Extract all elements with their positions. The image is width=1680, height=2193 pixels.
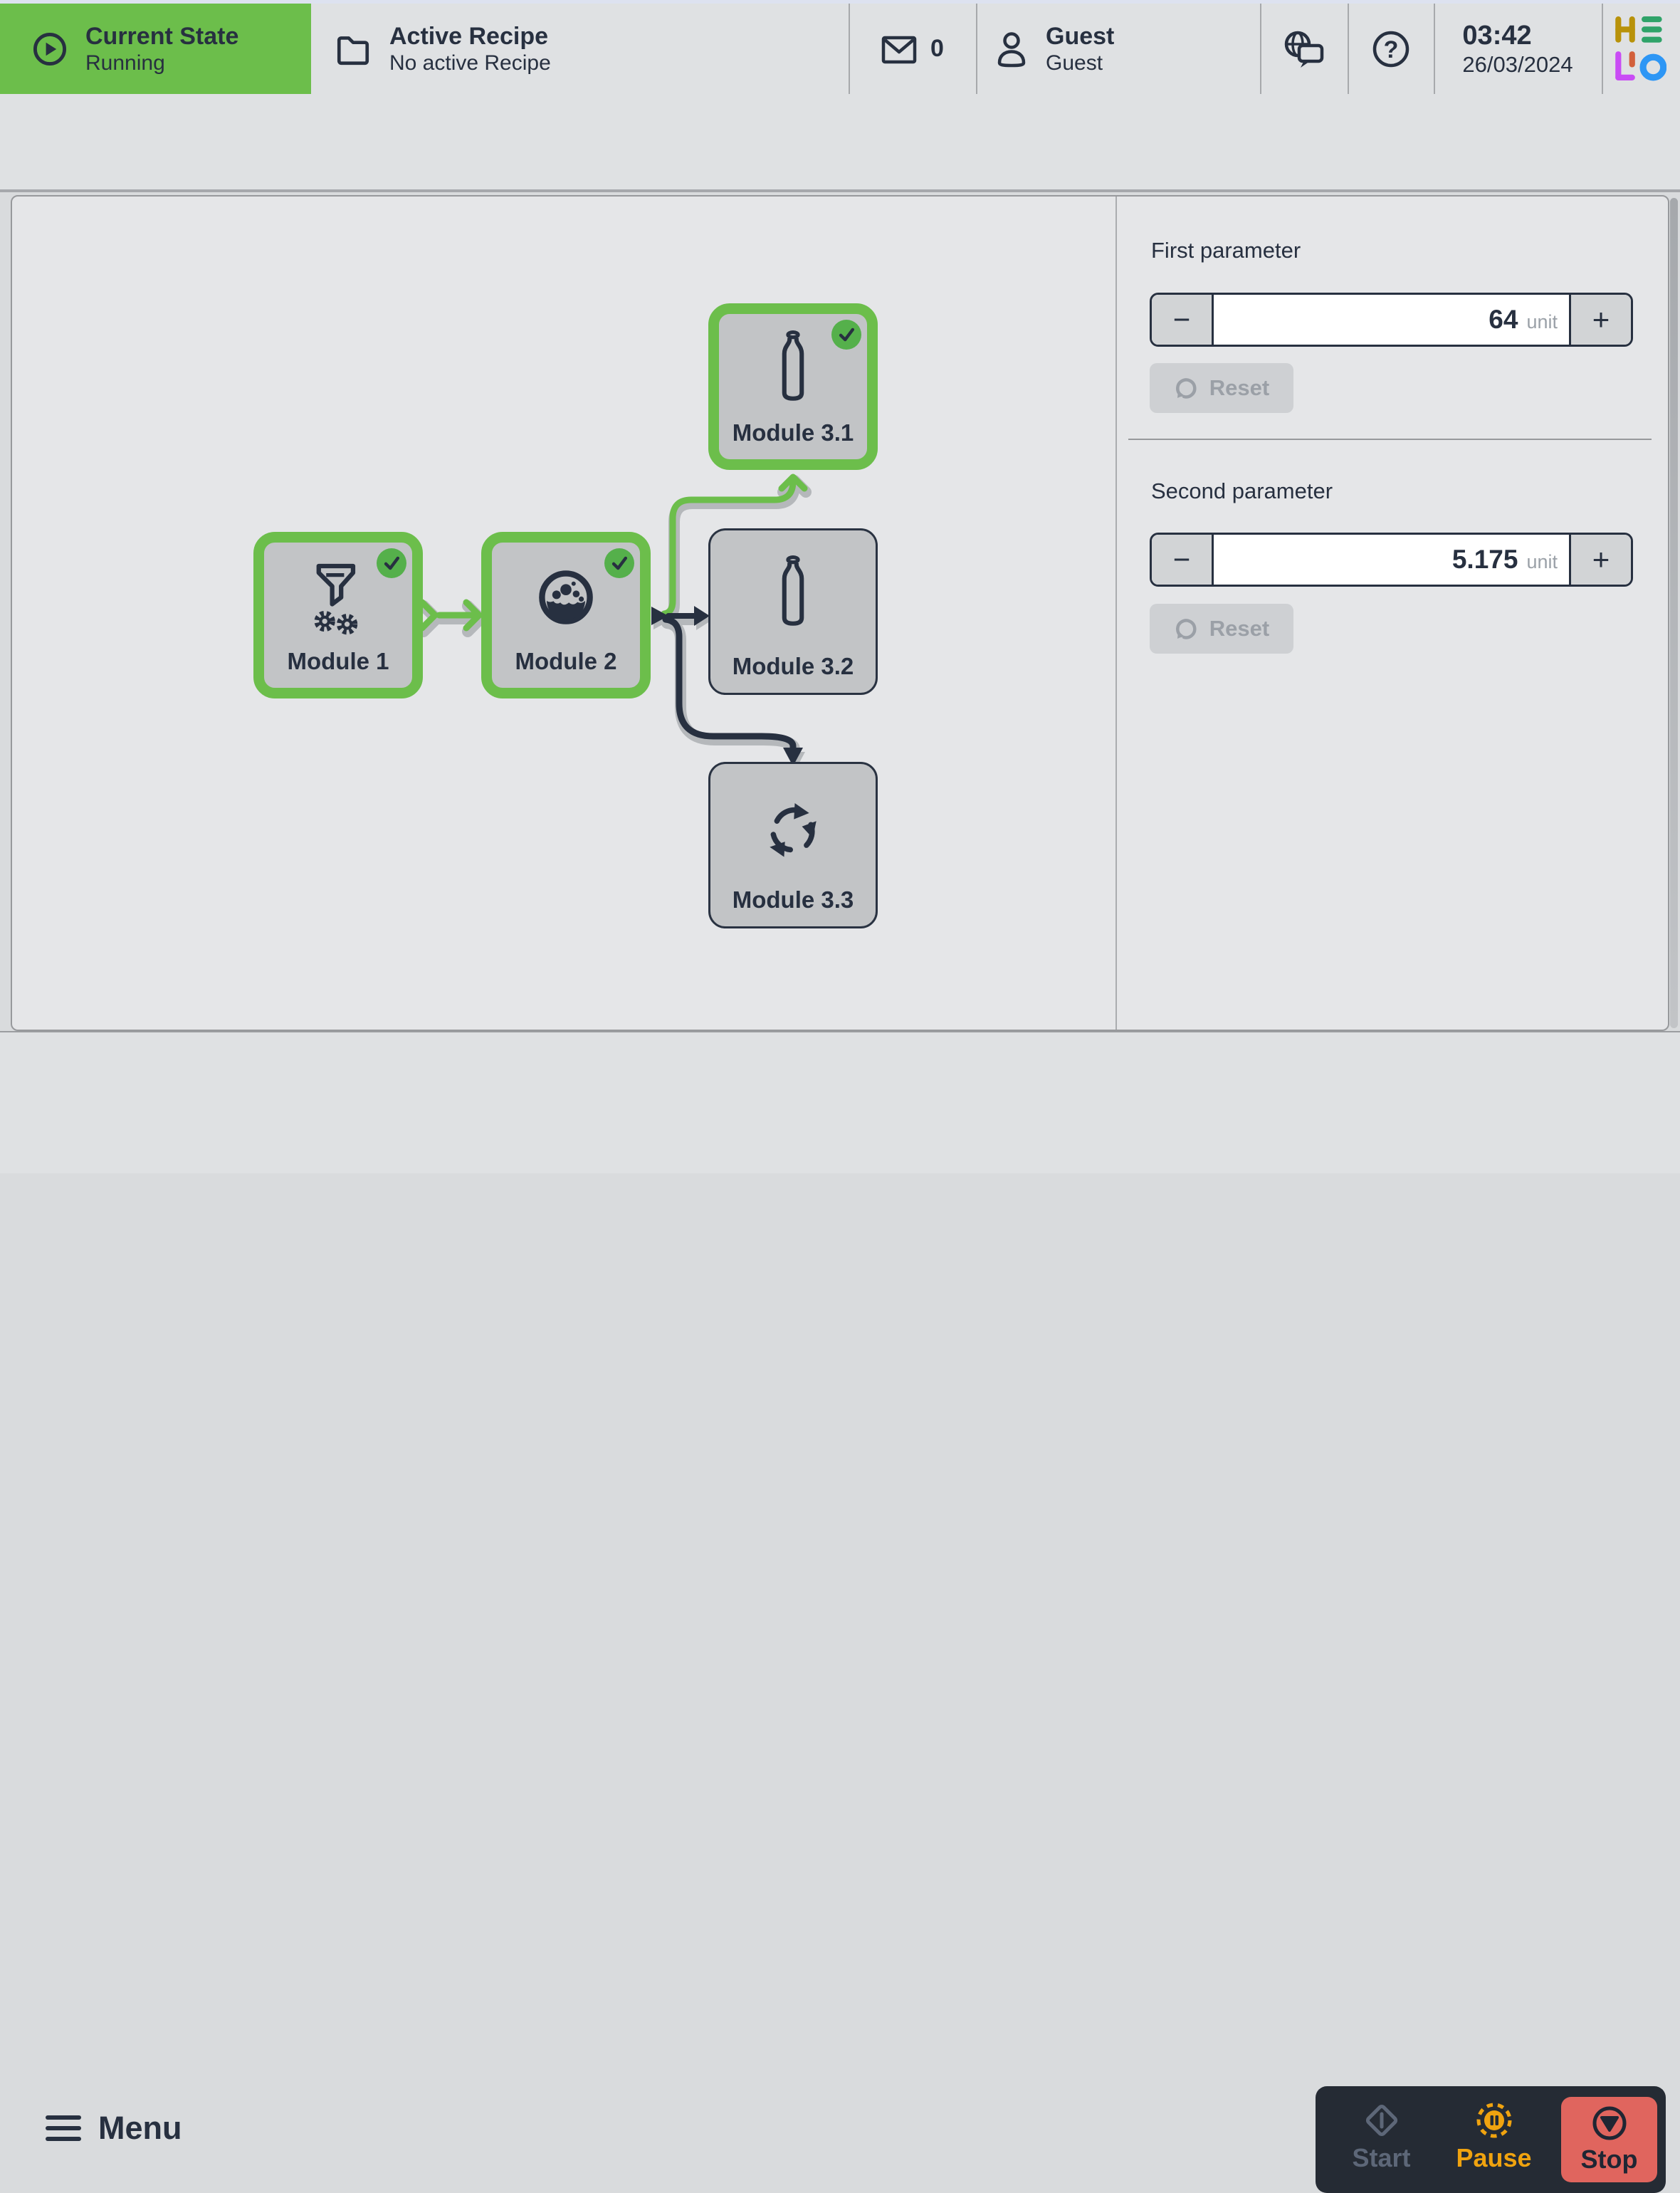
header-divider [976, 4, 977, 94]
module-2-status-badge [604, 548, 634, 578]
parameter-2-input[interactable]: 5.175 unit [1214, 545, 1569, 575]
reset-label: Reset [1209, 375, 1270, 400]
help-icon: ? [1372, 31, 1409, 67]
parameter-1-unit: unit [1526, 311, 1558, 333]
active-recipe-value: No active Recipe [389, 51, 551, 75]
check-icon [839, 328, 855, 342]
messages-count: 0 [930, 35, 944, 62]
parameter-1-label: First parameter [1151, 238, 1301, 263]
check-icon [384, 556, 400, 570]
bottle-icon [782, 555, 804, 626]
globe-chat-icon [1284, 31, 1323, 68]
flow-connections [418, 473, 812, 770]
pause-label: Pause [1456, 2143, 1532, 2172]
main-panel: Module 1 Module 2 [11, 195, 1669, 1031]
help-glyph: ? [1383, 36, 1398, 63]
user-button[interactable]: Guest Guest [976, 4, 1260, 94]
envelope-icon [881, 36, 917, 63]
window-top-strip [0, 0, 1680, 4]
current-state-label: Current State [85, 22, 239, 50]
connector-module2-module31 [661, 473, 808, 617]
parameter-2-value: 5.175 [1451, 545, 1518, 574]
parameter-2-reset-button[interactable]: Reset [1150, 604, 1293, 654]
user-icon [997, 31, 1026, 67]
flow-module-3-1[interactable]: Module 3.1 [708, 303, 878, 470]
check-icon [611, 556, 628, 570]
user-name: Guest [1046, 22, 1115, 50]
date-value: 26/03/2024 [1462, 52, 1573, 77]
module-1-status-badge [377, 548, 406, 578]
header-divider [1260, 4, 1261, 94]
header-divider [1602, 4, 1603, 94]
play-circle-icon [33, 32, 67, 66]
header-divider [1434, 4, 1435, 94]
connector-module1-module2 [419, 599, 483, 632]
side-panel-divider [1115, 197, 1117, 1030]
flow-module-3-3[interactable]: Module 3.3 [708, 762, 878, 928]
pause-button[interactable]: Pause [1442, 2102, 1545, 2173]
stop-label: Stop [1580, 2145, 1638, 2174]
parameter-1-decrement-button[interactable]: − [1152, 295, 1214, 345]
hello-logo-icon [1615, 16, 1666, 80]
flow-module-1[interactable]: Module 1 [253, 532, 423, 698]
parameter-2-stepper: − 5.175 unit + [1150, 533, 1633, 587]
messages-button[interactable]: 0 [849, 4, 976, 94]
start-button[interactable]: Start [1330, 2102, 1433, 2173]
clock-section: 03:42 26/03/2024 [1434, 4, 1602, 94]
folder-icon [337, 36, 369, 65]
parameter-1-increment-button[interactable]: + [1569, 295, 1631, 345]
start-label: Start [1352, 2143, 1411, 2172]
machine-control-panel: Start Pause Stop [1316, 2086, 1666, 2193]
parameter-2-unit: unit [1526, 551, 1558, 572]
flow-module-2[interactable]: Module 2 [481, 532, 651, 698]
connector-arrowheads [651, 606, 803, 766]
flow-module-3-2[interactable]: Module 3.2 [708, 528, 878, 695]
module-label: Module 3.2 [732, 653, 854, 679]
hamburger-icon [46, 2115, 81, 2141]
user-role: Guest [1046, 51, 1103, 75]
module-label: Module 3.3 [732, 886, 854, 913]
parameter-1-value: 64 [1489, 305, 1518, 334]
parameter-1-input[interactable]: 64 unit [1214, 305, 1569, 335]
parameter-2-label: Second parameter [1151, 478, 1333, 503]
menu-label: Menu [98, 2110, 182, 2146]
footer-bar: Menu Start Pause Stop [0, 1031, 1680, 2193]
stop-icon [1592, 2106, 1626, 2140]
time-value: 03:42 [1462, 21, 1532, 51]
header-bar: Current State Running Active Recipe No a… [0, 4, 1680, 95]
brand-logo [1602, 4, 1680, 94]
current-state-value: Running [85, 51, 165, 75]
help-button[interactable]: ? [1348, 4, 1434, 94]
language-chat-button[interactable] [1260, 4, 1348, 94]
breadcrumb-bar: Page Types / Parameter Page Flow Map as … [0, 94, 1680, 262]
menu-button[interactable]: Menu [46, 2103, 182, 2153]
module-label: Module 1 [287, 648, 389, 674]
recycle-icon [770, 803, 817, 857]
active-recipe-label: Active Recipe [389, 22, 548, 50]
reset-icon [1175, 619, 1197, 639]
header-divider [849, 4, 850, 94]
parameter-1-reset-button[interactable]: Reset [1150, 363, 1293, 413]
page-scrollbar[interactable] [1670, 198, 1678, 1028]
connector-module2-module33 [662, 616, 797, 753]
header-divider [1348, 4, 1349, 94]
module-31-status-badge [831, 320, 861, 350]
parameter-2-decrement-button[interactable]: − [1152, 535, 1214, 585]
current-state-section[interactable]: Current State Running [0, 4, 311, 94]
start-icon [1365, 2104, 1397, 2137]
module-label: Module 2 [515, 648, 617, 674]
reset-label: Reset [1209, 616, 1270, 641]
washing-drum-icon [539, 570, 593, 624]
module-label: Module 3.1 [732, 419, 854, 446]
parameter-1-stepper: − 64 unit + [1150, 293, 1633, 347]
reset-icon [1175, 378, 1197, 399]
stop-button[interactable]: Stop [1561, 2097, 1657, 2182]
bottle-icon [782, 330, 804, 401]
pause-icon [1476, 2103, 1511, 2138]
funnel-gears-icon [314, 563, 358, 635]
parameter-divider [1128, 439, 1652, 440]
parameter-2-increment-button[interactable]: + [1569, 535, 1631, 585]
active-recipe-section[interactable]: Active Recipe No active Recipe [311, 4, 849, 94]
